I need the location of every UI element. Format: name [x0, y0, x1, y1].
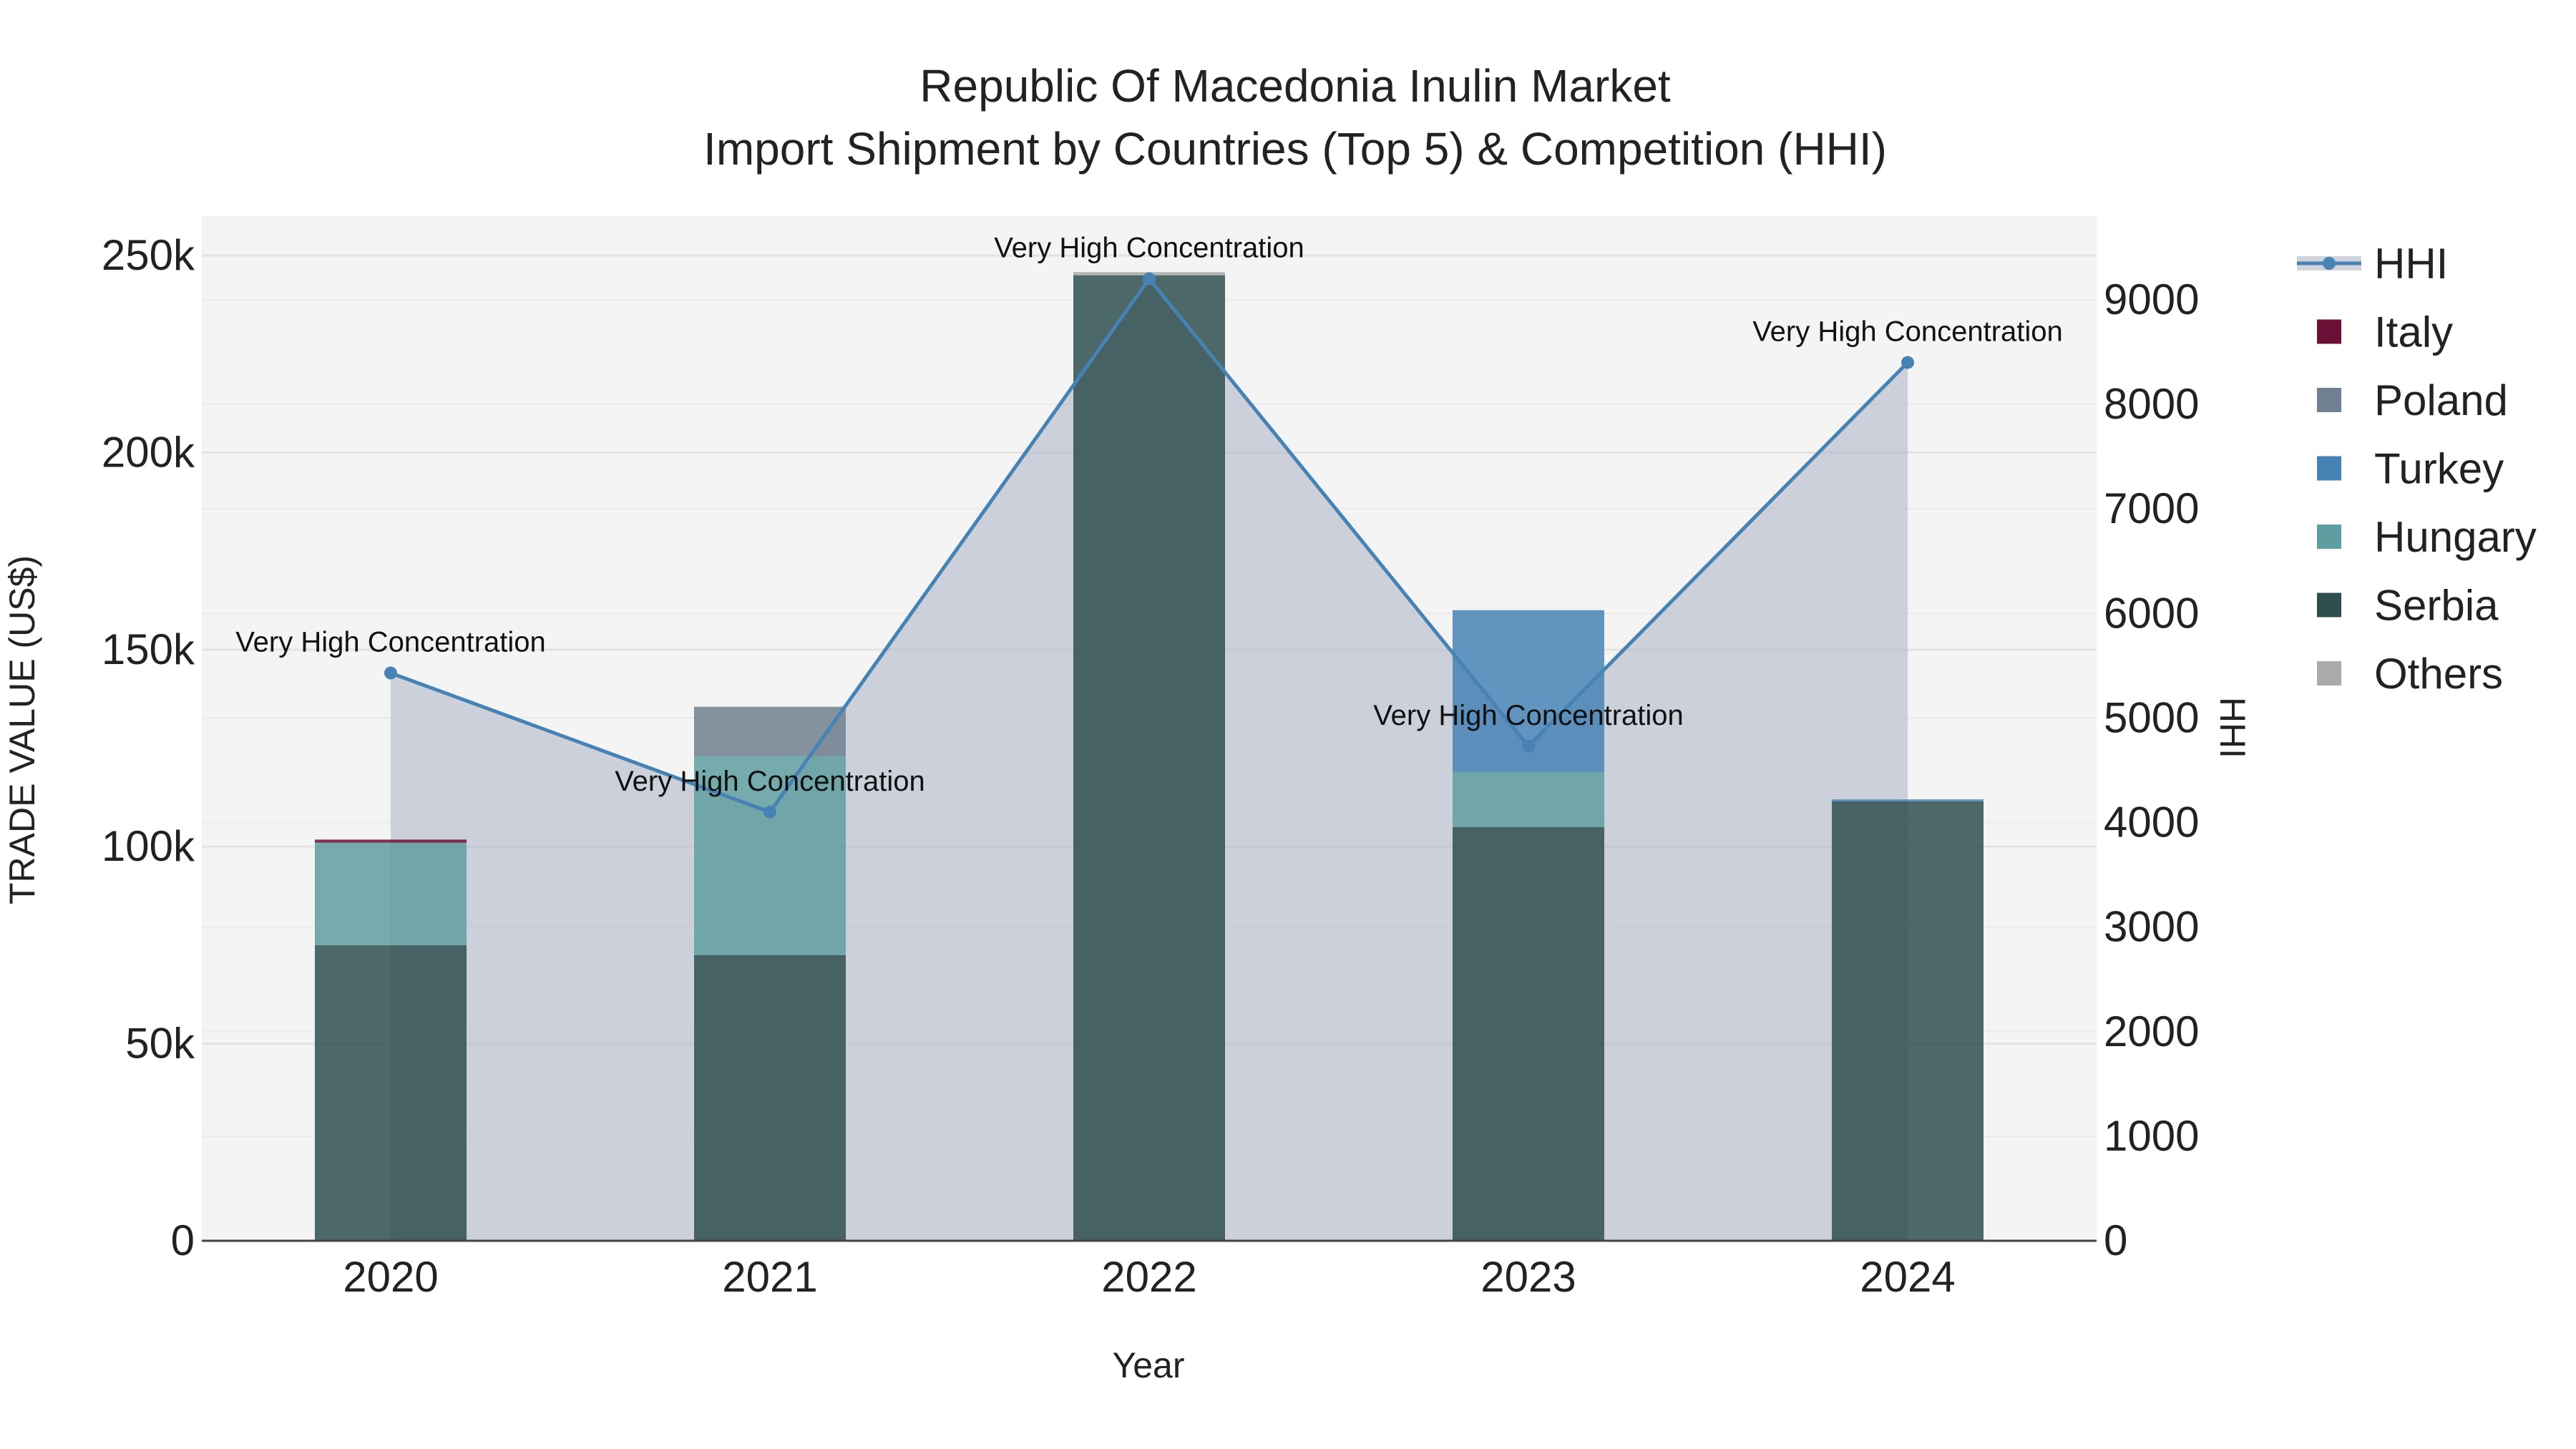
x-tick-label: 2021 [722, 1253, 817, 1301]
x-tick-label: 2024 [1860, 1253, 1955, 1301]
legend-label-others: Others [2374, 650, 2503, 698]
x-axis-ticks: 2020 2021 2022 2023 2024 [343, 1253, 1955, 1301]
x-tick-label: 2020 [343, 1253, 438, 1301]
hhi-point-2021 [763, 805, 776, 819]
legend-swatch-poland [2317, 388, 2341, 412]
hhi-annotations: Very High Concentration Very High Concent… [235, 233, 2063, 797]
hhi-annotation-2020: Very High Concentration [235, 627, 546, 658]
legend-label-italy: Italy [2374, 308, 2453, 356]
legend-swatch-serbia [2317, 592, 2341, 618]
x-tick-label: 2022 [1101, 1253, 1196, 1301]
y2-tick-label: 3000 [2104, 903, 2199, 951]
bar-serbia-2024 [1832, 801, 1984, 1241]
bar-serbia-2021 [694, 955, 846, 1241]
bar-hungary-2021 [694, 756, 846, 955]
hhi-point-2022 [1143, 272, 1156, 286]
bar-serbia-2022 [1073, 275, 1225, 1241]
legend-swatch-turkey [2317, 456, 2341, 481]
hhi-line-layer [384, 272, 1914, 819]
hhi-annotation-2023: Very High Concentration [1373, 700, 1684, 731]
y2-tick-label: 0 [2104, 1216, 2127, 1264]
bar-italy-2020 [315, 839, 467, 843]
y2-tick-label: 4000 [2104, 799, 2199, 847]
legend-swatch-hungary [2317, 525, 2341, 549]
legend-label-serbia: Serbia [2374, 582, 2499, 630]
x-axis-label: Year [1112, 1345, 1184, 1385]
hhi-point-2020 [384, 666, 397, 680]
chart-title: Republic Of Macedonia Inulin Market [919, 60, 1671, 112]
chart-legend: HHI Italy Poland Turkey Hungary Serbia Others [2297, 240, 2537, 698]
y2-tick-label: 5000 [2104, 693, 2199, 741]
y2-tick-label: 9000 [2104, 275, 2199, 323]
y-axis-right-ticks: 0 1000 2000 3000 4000 5000 6000 7000 8000 9000 [2104, 275, 2199, 1264]
legend-label-hungary: Hungary [2374, 513, 2537, 561]
legend-swatch-italy [2317, 319, 2341, 344]
y2-axis-label: HHI [2212, 697, 2253, 758]
hhi-point-2024 [1901, 356, 1914, 369]
chart-subtitle: Import Shipment by Countries (Top 5) & C… [703, 123, 1887, 175]
legend-label-poland: Poland [2374, 376, 2508, 424]
y-tick-label: 100k [102, 822, 195, 870]
legend-hhi-swatch-marker [2323, 257, 2336, 270]
y2-tick-label: 2000 [2104, 1008, 2199, 1055]
legend-swatch-others [2317, 661, 2341, 686]
bar-layer [315, 272, 1984, 1241]
y2-tick-label: 8000 [2104, 380, 2199, 428]
y2-tick-label: 1000 [2104, 1112, 2199, 1160]
bar-serbia-2020 [315, 945, 467, 1241]
y-tick-label: 50k [125, 1020, 195, 1068]
bar-hungary-2023 [1453, 771, 1604, 827]
bar-hungary-2020 [315, 842, 467, 945]
hhi-annotation-2024: Very High Concentration [1752, 316, 2063, 348]
legend-label-turkey: Turkey [2374, 445, 2504, 493]
y2-tick-label: 7000 [2104, 484, 2199, 532]
y-tick-label: 250k [102, 231, 195, 279]
legend-label-hhi: HHI [2374, 240, 2448, 288]
y-tick-label: 150k [102, 625, 195, 673]
y-axis-label: TRADE VALUE (US$) [2, 555, 42, 904]
y-tick-label: 200k [102, 428, 195, 476]
hhi-annotation-2022: Very High Concentration [994, 233, 1304, 264]
x-tick-label: 2023 [1480, 1253, 1576, 1301]
bar-turkey-2024 [1832, 799, 1984, 801]
y-tick-label: 0 [171, 1216, 195, 1264]
hhi-point-2023 [1522, 739, 1535, 753]
y2-tick-label: 6000 [2104, 589, 2199, 637]
bar-serbia-2023 [1453, 826, 1604, 1241]
hhi-annotation-2021: Very High Concentration [615, 766, 925, 797]
y-axis-left-ticks: 0 50k 100k 150k 200k 250k [102, 231, 195, 1264]
bar-poland-2021 [694, 706, 846, 756]
